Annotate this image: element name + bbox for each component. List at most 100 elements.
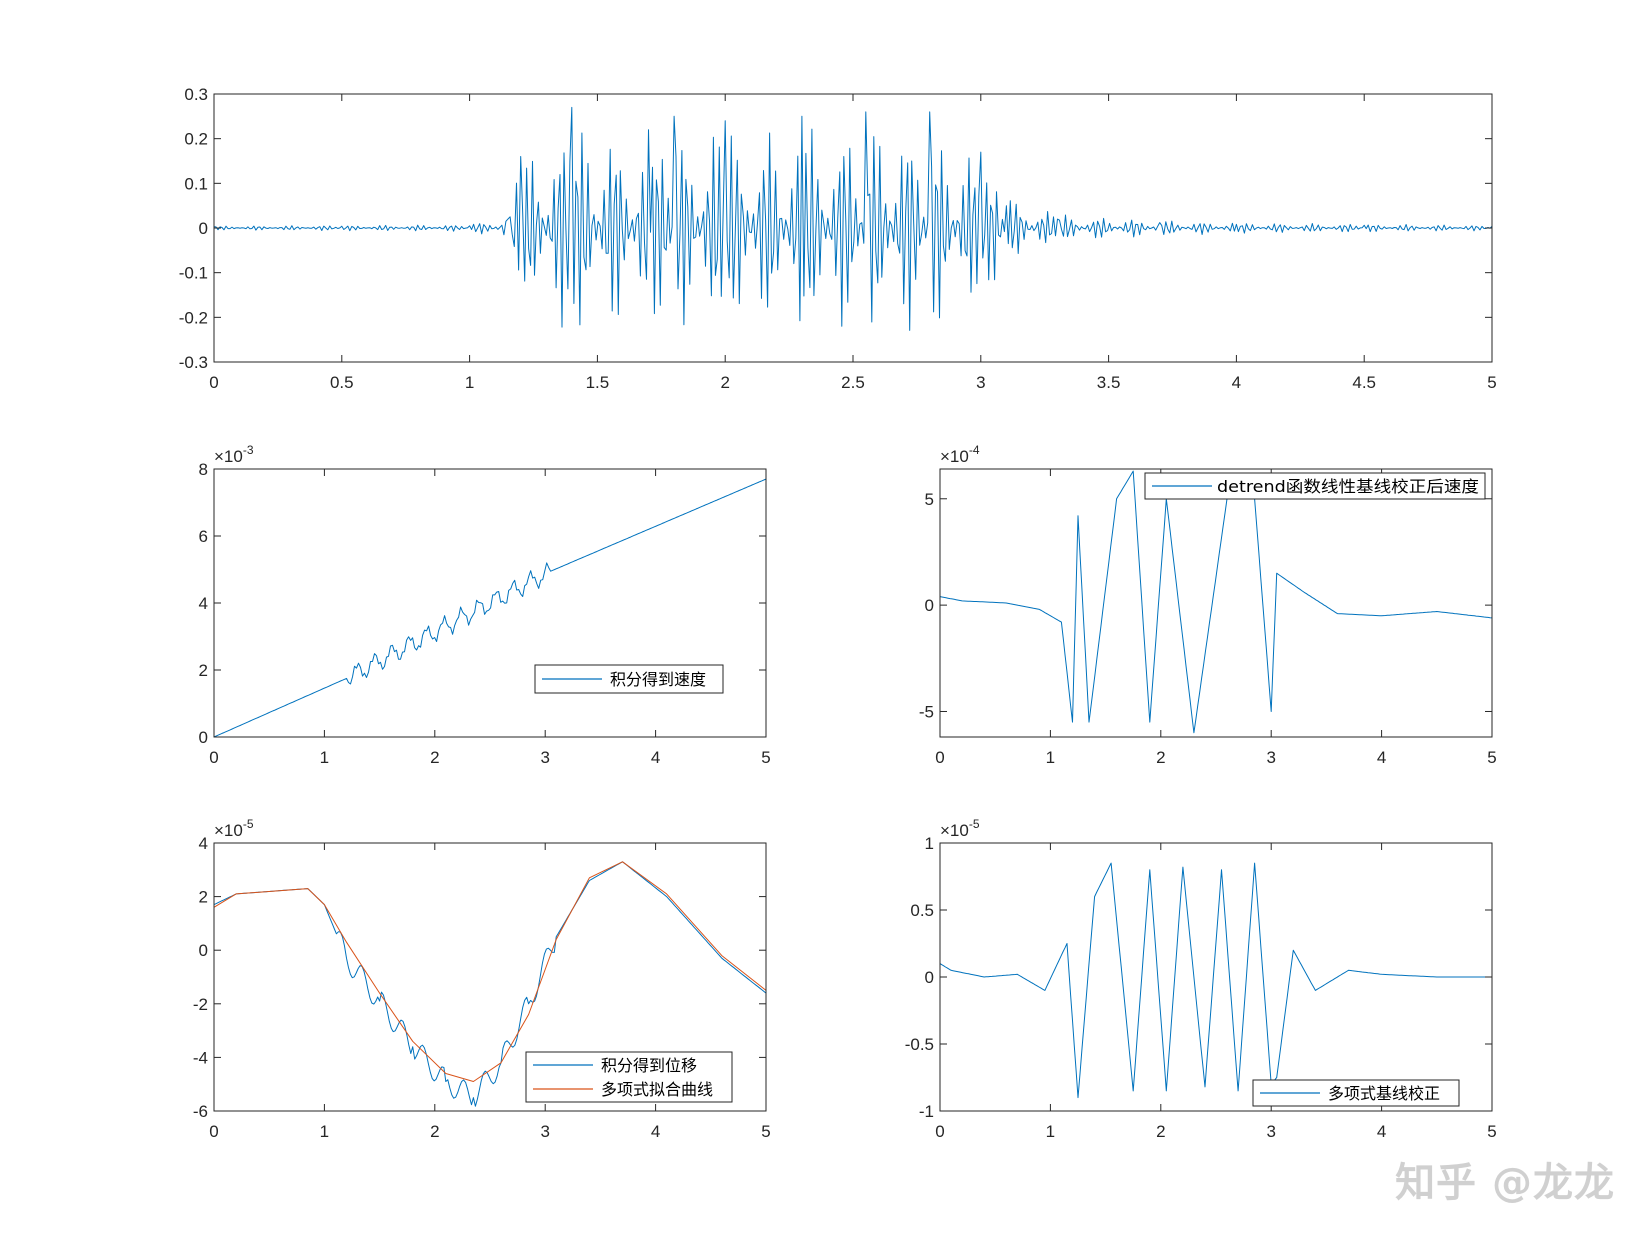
ticks-layer: 0 1 2 3 4 5 -5 0 5	[919, 469, 1497, 767]
x-tick-label: 5	[761, 1122, 770, 1141]
y-tick-label: -6	[193, 1102, 208, 1121]
exponent-value: -4	[969, 443, 980, 457]
y-tick-label: 0	[925, 968, 934, 987]
ticks-layer: 0 1 2 3 4 5 -6 -4 -2 0 2 4	[193, 834, 771, 1141]
velocity-panel: 0 1 2 3 4 5 0 2 4 6 8 ×10-3 积分得到速度	[199, 443, 771, 767]
y-tick-label: 5	[925, 490, 934, 509]
legend-label: 积分得到位移	[601, 1056, 697, 1075]
exponent-value: -5	[243, 817, 254, 831]
y-tick-label: -0.1	[179, 264, 208, 283]
series-line	[213, 861, 767, 1082]
x-tick-label: 2	[1156, 1122, 1165, 1141]
y-tick-label: -0.2	[179, 308, 208, 327]
y-tick-label: 4	[199, 594, 208, 613]
x-tick-label: 3	[540, 1122, 549, 1141]
displacement-corrected-panel: 0 1 2 3 4 5 -1 -0.5 0 0.5 1 ×10-5 多项式基线校正	[905, 817, 1497, 1141]
y-tick-label: 0.5	[910, 901, 934, 920]
x-tick-label: 4	[1377, 748, 1386, 767]
exponent-value: -3	[243, 443, 254, 457]
x-tick-label: 1	[320, 1122, 329, 1141]
x-tick-label: 4	[651, 748, 660, 767]
exponent-label: ×10-3	[214, 443, 254, 466]
plot-area	[214, 469, 766, 737]
x-tick-label: 0	[209, 1122, 218, 1141]
series-line	[939, 862, 1492, 1099]
legend: 积分得到位移 多项式拟合曲线	[525, 1051, 733, 1103]
x-tick-label: 1	[1046, 1122, 1055, 1141]
legend: 积分得到速度	[534, 664, 724, 694]
x-tick-label: 0.5	[330, 373, 354, 392]
x-tick-label: 4	[1377, 1122, 1386, 1141]
x-tick-label: 5	[1487, 1122, 1496, 1141]
legend-label: 积分得到速度	[610, 670, 706, 689]
y-tick-label: 0	[199, 728, 208, 747]
x-tick-label: 4	[1232, 373, 1241, 392]
x-tick-label: 3	[976, 373, 985, 392]
legend-label: 多项式拟合曲线	[601, 1080, 713, 1099]
legend: 多项式基线校正	[1252, 1079, 1460, 1107]
x-tick-label: 5	[1487, 748, 1496, 767]
y-tick-label: 0.1	[184, 174, 208, 193]
axes-box	[213, 842, 767, 1112]
series-layer	[939, 470, 1493, 734]
y-tick-label: 0	[199, 941, 208, 960]
y-tick-label: 0	[199, 219, 208, 238]
series-layer	[213, 861, 767, 1107]
series-line	[939, 470, 1493, 734]
displacement-panel: 0 1 2 3 4 5 -6 -4 -2 0 2 4 ×10-5 积分得到位移 多项式拟合曲线	[193, 817, 771, 1141]
x-tick-label: 1	[1046, 748, 1055, 767]
exponent-label: ×10-5	[940, 817, 980, 840]
x-tick-label: 2	[720, 373, 729, 392]
plot-area	[940, 843, 1492, 1111]
legend-label: 多项式基线校正	[1328, 1084, 1440, 1103]
y-tick-label: 0.3	[184, 85, 208, 104]
x-tick-label: 3	[1266, 748, 1275, 767]
x-tick-label: 2	[430, 1122, 439, 1141]
x-tick-label: 2	[1156, 748, 1165, 767]
y-tick-label: -4	[193, 1048, 208, 1067]
x-tick-label: 4.5	[1352, 373, 1376, 392]
x-tick-label: 0	[209, 373, 218, 392]
x-tick-label: 1	[465, 373, 474, 392]
y-tick-label: -2	[193, 995, 208, 1014]
watermark: 知乎 @龙龙	[1395, 1160, 1615, 1206]
ticks-layer: 0 1 2 3 4 5 -1 -0.5 0 0.5 1	[905, 834, 1497, 1141]
legend-box	[525, 1051, 733, 1103]
y-tick-label: 2	[199, 661, 208, 680]
series-layer	[213, 106, 1493, 331]
x-tick-label: 2	[430, 748, 439, 767]
y-tick-label: -5	[919, 702, 934, 721]
x-tick-label: 1	[320, 748, 329, 767]
axes-box	[939, 468, 1493, 738]
series-line	[213, 106, 1493, 331]
x-tick-label: 3	[1266, 1122, 1275, 1141]
x-tick-label: 3	[540, 748, 549, 767]
exponent-value: -5	[969, 817, 980, 831]
x-tick-label: 3.5	[1097, 373, 1121, 392]
series-layer	[939, 862, 1492, 1099]
x-tick-label: 5	[761, 748, 770, 767]
x-tick-label: 4	[651, 1122, 660, 1141]
y-tick-label: -1	[919, 1102, 934, 1121]
y-tick-label: 0	[925, 596, 934, 615]
y-tick-label: -0.3	[179, 353, 208, 372]
plot-area	[940, 469, 1492, 737]
y-tick-label: 2	[199, 888, 208, 907]
series-line	[213, 478, 767, 738]
legend-label: detrend函数线性基线校正后速度	[1217, 477, 1479, 496]
legend: detrend函数线性基线校正后速度	[1144, 472, 1486, 500]
ticks-layer: 0 1 2 3 4 5 0 2 4 6 8	[199, 460, 771, 767]
series-layer	[213, 478, 767, 738]
y-tick-label: 0.2	[184, 130, 208, 149]
acceleration-panel: 0 0.5 1 1.5 2 2.5 3 3.5 4 4.5 5 -0.3 -0.2 -0.1 0 0.1 0.2…	[179, 85, 1497, 392]
y-tick-label: 4	[199, 834, 208, 853]
x-tick-label: 1.5	[586, 373, 610, 392]
x-tick-label: 2.5	[841, 373, 865, 392]
x-tick-label: 5	[1487, 373, 1496, 392]
y-tick-label: 8	[199, 460, 208, 479]
x-tick-label: 0	[209, 748, 218, 767]
y-tick-label: 1	[925, 834, 934, 853]
y-tick-label: 6	[199, 527, 208, 546]
x-tick-label: 0	[935, 748, 944, 767]
